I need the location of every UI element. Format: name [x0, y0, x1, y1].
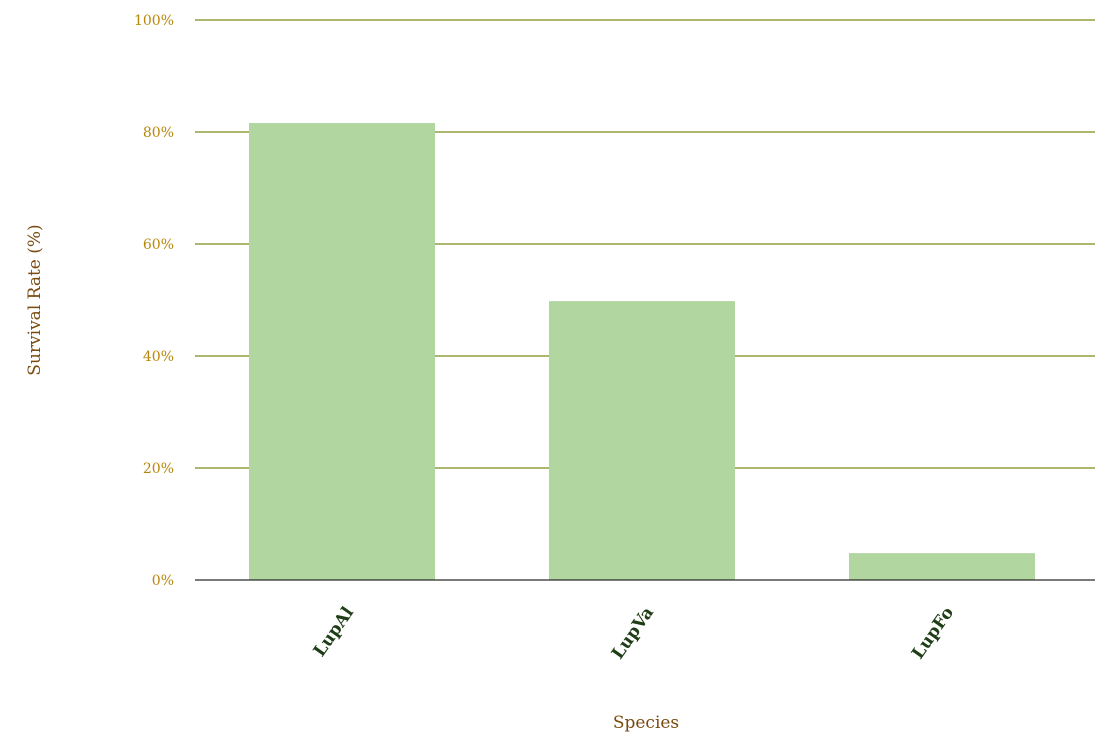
y-axis-ticks: 0% 20% 40% 60% 80% 100% — [134, 13, 174, 589]
x-tick-label-lupva: LupVa — [608, 603, 658, 663]
y-tick-label-60: 60% — [143, 237, 174, 253]
x-axis-ticks: LupAl LupVa LupFo — [310, 603, 958, 663]
y-tick-label-40: 40% — [143, 349, 174, 365]
y-tick-label-20: 20% — [143, 461, 174, 477]
bar-lupva — [549, 301, 735, 580]
y-axis-title: Survival Rate (%) — [25, 224, 45, 375]
x-tick-label-lupfo: LupFo — [908, 603, 958, 663]
y-tick-label-0: 0% — [152, 573, 174, 589]
x-tick-label-lupal: LupAl — [310, 603, 359, 661]
bar-lupfo — [849, 553, 1035, 580]
bar-lupal — [249, 123, 435, 580]
x-axis-title: Species — [613, 713, 679, 733]
y-tick-label-80: 80% — [143, 125, 174, 141]
y-tick-label-100: 100% — [134, 13, 174, 29]
bar-layer — [195, 123, 1095, 581]
